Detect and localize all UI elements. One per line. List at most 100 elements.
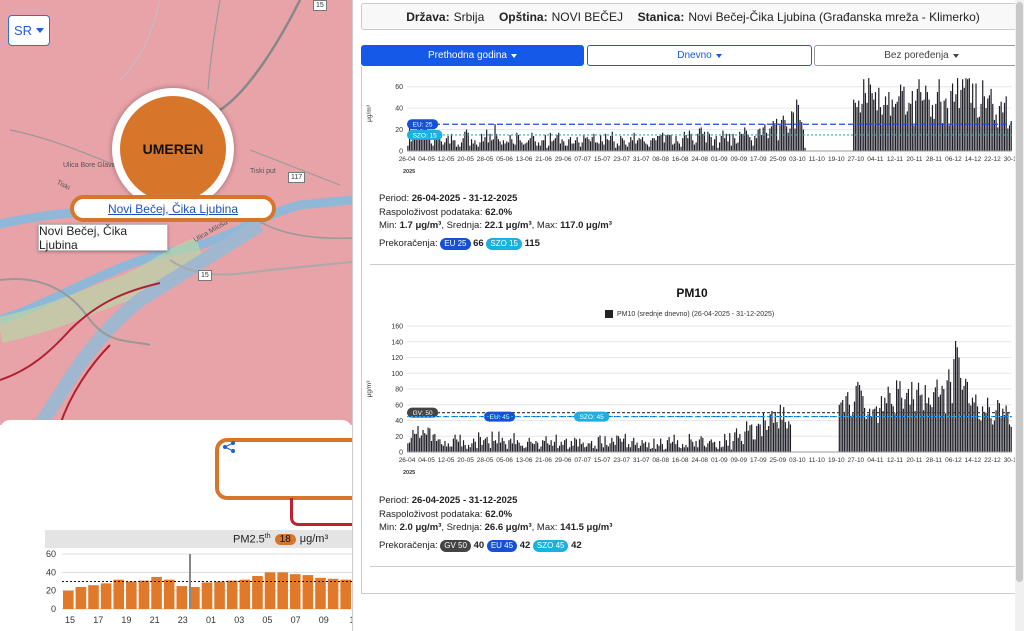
data-bar — [976, 406, 979, 452]
data-bar — [929, 404, 931, 452]
data-bar — [631, 140, 634, 151]
y-axis-label: μg/m³ — [366, 104, 373, 122]
x-tick-label: 17 — [93, 615, 103, 625]
data-bar — [429, 428, 431, 452]
scrollbar-thumb[interactable] — [1016, 2, 1023, 582]
data-bar — [774, 123, 776, 151]
data-bar — [447, 136, 449, 151]
data-bar — [665, 448, 667, 452]
data-bar — [967, 79, 969, 151]
data-bar — [717, 147, 719, 151]
data-bar — [521, 142, 523, 151]
data-bar — [995, 114, 997, 151]
pm25-exceedance-row: Prekoračenja: EU 25 66 SZO 15 115 — [379, 237, 540, 250]
municipality-value: NOVI BEČEJ — [551, 9, 623, 24]
data-bar — [882, 411, 884, 452]
pm10-stats: Period: 26-04-2025 - 31-12-2025 Raspolož… — [379, 494, 612, 552]
data-bar — [564, 145, 567, 151]
pm10-daily-chart[interactable]: 0 20 40 60 80 100 120 140 160 μg/m³ 26-04 04-05 12-0… — [362, 320, 1022, 480]
data-bar — [501, 437, 503, 452]
data-bar — [596, 142, 598, 151]
data-bar — [476, 144, 478, 151]
x-tick-label: 07-07 — [574, 457, 591, 464]
period-dropdown[interactable]: Prethodna godina — [361, 45, 584, 66]
compare-dropdown[interactable]: Bez poređenja — [814, 45, 1024, 66]
data-bar — [599, 435, 601, 452]
data-bar — [933, 392, 935, 452]
data-bar — [1008, 125, 1011, 151]
data-bar — [740, 133, 742, 151]
data-bar — [264, 572, 276, 609]
data-bar — [439, 138, 441, 151]
data-bar — [891, 99, 893, 151]
data-bar — [708, 440, 711, 452]
data-bar — [732, 440, 734, 452]
data-bar — [214, 581, 225, 609]
x-tick-label: 11-10 — [809, 457, 826, 464]
language-selector[interactable]: SR — [8, 15, 50, 46]
data-bar — [894, 413, 896, 452]
data-bar — [620, 136, 622, 151]
data-bar — [623, 438, 625, 452]
data-bar — [938, 396, 940, 452]
data-bar — [906, 111, 908, 151]
data-bar — [655, 140, 657, 151]
data-bar — [935, 103, 937, 151]
data-bar — [958, 357, 960, 452]
share-icon[interactable] — [222, 440, 236, 454]
data-bar — [414, 433, 416, 452]
data-bar — [855, 385, 857, 452]
interval-dropdown[interactable]: Dnevno — [587, 45, 812, 66]
data-bar — [712, 145, 714, 151]
air-quality-marker[interactable]: UMEREN — [112, 88, 234, 210]
map[interactable]: SR Ulica Bore Glavaš Tiski Tiski put Uli… — [0, 0, 352, 425]
hourly-mini-chart[interactable]: 60 40 20 0 15 17 19 21 23 01 03 05 07 09 1 — [0, 548, 352, 631]
data-bar — [560, 441, 562, 452]
threshold-badge — [407, 129, 443, 140]
data-bar — [623, 140, 625, 151]
data-bar — [796, 99, 798, 151]
y-tick-label: 20 — [395, 127, 403, 134]
data-bar — [693, 446, 695, 452]
data-bar — [636, 140, 639, 151]
x-tick-label: 12-11 — [887, 156, 904, 163]
data-bar — [562, 444, 564, 452]
data-bar — [644, 441, 647, 452]
x-tick-label: 11-10 — [809, 156, 826, 163]
data-bar — [536, 145, 538, 151]
data-bar — [660, 438, 662, 452]
data-bar — [921, 100, 923, 151]
page-scrollbar[interactable] — [1015, 0, 1024, 631]
data-bar — [569, 137, 572, 151]
data-bar — [530, 441, 532, 452]
data-bar — [551, 141, 553, 151]
data-bar — [781, 119, 783, 151]
data-bar — [565, 438, 567, 452]
data-bar — [673, 434, 675, 452]
data-bar — [749, 137, 751, 151]
station-details-panel: Država: Srbija Opština: NOVI BEČEJ Stani… — [352, 0, 1024, 631]
data-bar — [840, 402, 842, 452]
data-bar — [415, 134, 417, 151]
data-bar — [864, 93, 866, 151]
data-bar — [612, 441, 615, 452]
station-card[interactable] — [215, 438, 352, 500]
station-link[interactable]: Novi Bečej, Čika Ljubina — [70, 195, 276, 222]
data-bar — [705, 447, 707, 452]
data-bar — [1005, 405, 1007, 452]
data-bar — [668, 437, 670, 452]
pm25-daily-chart[interactable]: 0 20 40 60 μg/m³ 26-04 04-05 12-05 20-05 28-05 05-… — [362, 70, 1022, 185]
data-bar — [491, 140, 493, 151]
data-bar — [697, 133, 699, 151]
data-bar — [734, 432, 736, 452]
data-bar — [744, 127, 746, 151]
data-bar — [504, 143, 506, 151]
pm10-minmax-row: Min: 2.0 μg/m³, Srednja: 26.6 μg/m³, Max… — [379, 522, 613, 533]
data-bar — [943, 100, 945, 151]
data-bar — [752, 145, 754, 151]
data-bar — [764, 124, 766, 151]
data-bar — [538, 448, 540, 452]
pm10-legend[interactable]: PM10 (srednje dnevno) (26-04-2025 - 31-1… — [605, 310, 774, 318]
data-bar — [988, 407, 990, 452]
data-bar — [767, 426, 770, 452]
